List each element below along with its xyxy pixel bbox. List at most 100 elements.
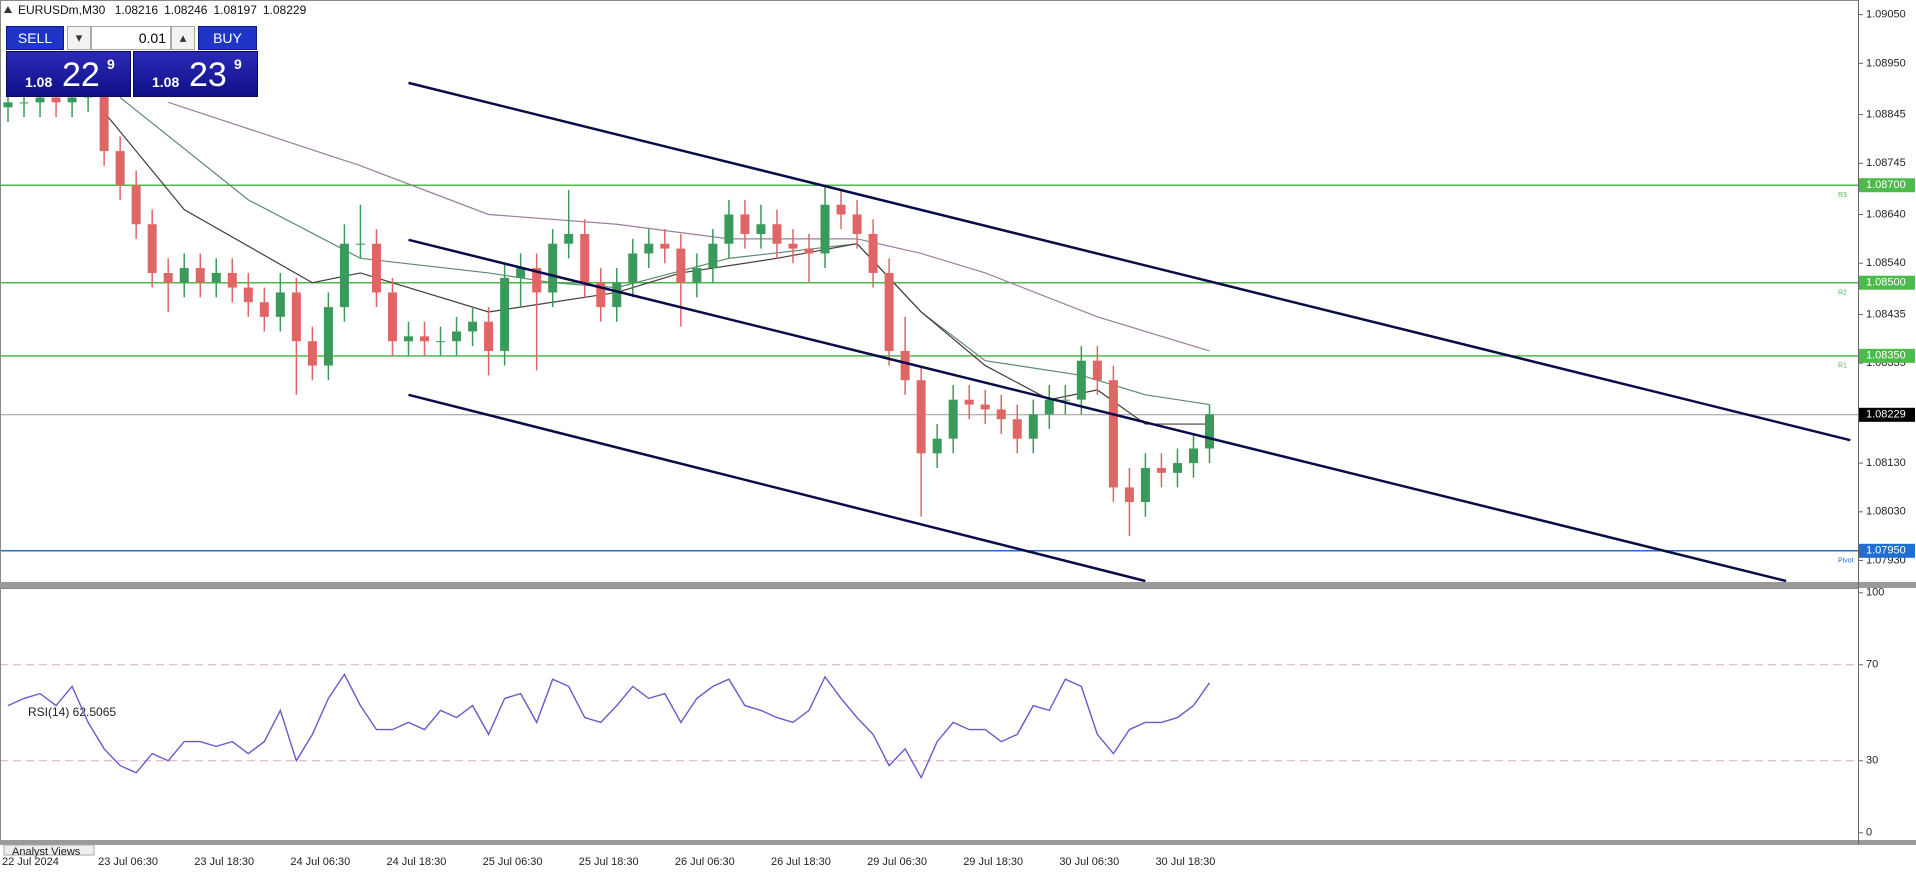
candle-body	[468, 321, 478, 332]
candle-body	[1092, 360, 1102, 381]
price-point: 9	[107, 56, 115, 72]
buy-price[interactable]: 1.08 23 9	[133, 51, 258, 97]
x-tick-label: 22 Jul 2024	[2, 856, 59, 868]
x-tick-label: 26 Jul 06:30	[675, 856, 735, 868]
candle-body	[1124, 487, 1134, 503]
y-tick-label: 100	[1866, 587, 1884, 599]
candle-body	[452, 331, 462, 342]
candle-body	[948, 399, 958, 439]
level-label: 1.08700	[1866, 179, 1906, 191]
footer-tab-label: Analyst Views	[12, 846, 81, 858]
price-big: 1.08	[152, 74, 180, 90]
candle-body	[339, 243, 349, 308]
level-tag: R2	[1838, 290, 1847, 297]
candle-body	[1060, 399, 1070, 401]
candle-body	[1076, 360, 1086, 400]
close: 1.08229	[262, 3, 307, 17]
channel-line	[408, 393, 1146, 582]
candle-body	[772, 224, 782, 244]
last-price-bg	[1859, 407, 1915, 422]
candle-body	[804, 248, 814, 254]
candle-body	[692, 268, 702, 283]
x-tick-label: 23 Jul 06:30	[98, 856, 158, 868]
sell-price[interactable]: 1.08 22 9	[6, 51, 131, 97]
level-label: 1.07950	[1866, 545, 1906, 557]
candle-body	[548, 243, 558, 293]
last-price-label: 1.08229	[1866, 409, 1906, 421]
price-big: 1.08	[25, 74, 53, 90]
level-label: 1.08500	[1866, 277, 1906, 289]
y-tick-label: 1.09050	[1866, 9, 1906, 21]
candle-body	[195, 268, 205, 283]
y-tick-label: 1.08950	[1866, 57, 1906, 69]
price-point: 9	[234, 56, 242, 72]
candle-body	[756, 224, 766, 234]
candle-body	[147, 224, 157, 273]
x-tick-label: 30 Jul 06:30	[1059, 856, 1119, 868]
candle-body	[820, 204, 830, 254]
collapse-icon[interactable]	[4, 6, 12, 13]
candle-body	[211, 272, 221, 283]
x-tick-label: 24 Jul 18:30	[386, 856, 446, 868]
candle-body	[1012, 419, 1022, 439]
x-tick-label: 29 Jul 06:30	[867, 856, 927, 868]
candle-body	[307, 341, 317, 366]
candle-body	[35, 97, 45, 103]
candle-body	[420, 336, 430, 342]
candle-body	[724, 214, 734, 244]
x-tick-label: 26 Jul 18:30	[771, 856, 831, 868]
price-pips: 23	[189, 56, 227, 94]
symbol-header: EURUSDm,M30 1.08216 1.08246 1.08197 1.08229	[18, 3, 312, 17]
candle-body	[788, 243, 798, 249]
candle-body	[1188, 448, 1198, 464]
sell-button[interactable]: SELL	[6, 26, 64, 50]
candle-body	[99, 92, 109, 152]
candle-body	[868, 233, 878, 273]
candle-body	[1140, 467, 1150, 503]
candle-body	[51, 97, 61, 103]
candle-body	[532, 268, 542, 293]
candle-body	[259, 302, 269, 317]
y-tick-label: 30	[1866, 755, 1878, 767]
low: 1.08197	[213, 3, 257, 17]
volume-up[interactable]: ▴	[171, 26, 195, 50]
candle-body	[484, 321, 494, 351]
candle-body	[628, 253, 638, 283]
level-label-bg	[1859, 543, 1915, 558]
candle-body	[580, 233, 590, 283]
candle-body	[115, 151, 125, 186]
rsi-line	[7, 673, 1211, 780]
candle-body	[836, 204, 846, 215]
volume-input[interactable]: 0.01	[91, 26, 171, 50]
axes: 1.09050 1.08950 1.08845 1.08745 1.08640 1.085…	[2, 9, 1915, 868]
candle-body	[740, 214, 750, 234]
buy-button[interactable]: BUY	[198, 26, 257, 50]
level-label-bg	[1859, 178, 1915, 193]
candle-body	[1205, 414, 1214, 449]
candle-body	[275, 292, 285, 317]
candle-body	[596, 282, 606, 308]
x-tick-label: 25 Jul 18:30	[579, 856, 639, 868]
y-tick-label: 1.08540	[1866, 257, 1906, 269]
y-tick-label: 1.08435	[1866, 308, 1906, 320]
rsi-title: RSI(14) 62.5065	[28, 705, 116, 719]
candle-body	[3, 102, 13, 108]
volume-down[interactable]: ▾	[67, 26, 91, 50]
price-pane	[0, 0, 1859, 583]
y-tick-label: 1.08745	[1866, 157, 1906, 169]
candle-body	[404, 336, 413, 342]
y-tick-label: 1.08640	[1866, 208, 1906, 220]
level-label-bg	[1859, 275, 1915, 290]
candle-body	[323, 307, 333, 366]
level-tag: R1	[1838, 363, 1847, 370]
candle-body	[932, 438, 942, 454]
symbol: EURUSDm,M30	[18, 3, 106, 17]
candle-body	[291, 292, 301, 342]
footer-tab[interactable]	[3, 844, 95, 856]
x-tick-label: 29 Jul 18:30	[963, 856, 1023, 868]
candle-body	[243, 287, 253, 303]
candle-body	[900, 350, 910, 381]
rsi-pane	[0, 588, 1859, 841]
y-tick-label: 1.08030	[1866, 506, 1906, 518]
